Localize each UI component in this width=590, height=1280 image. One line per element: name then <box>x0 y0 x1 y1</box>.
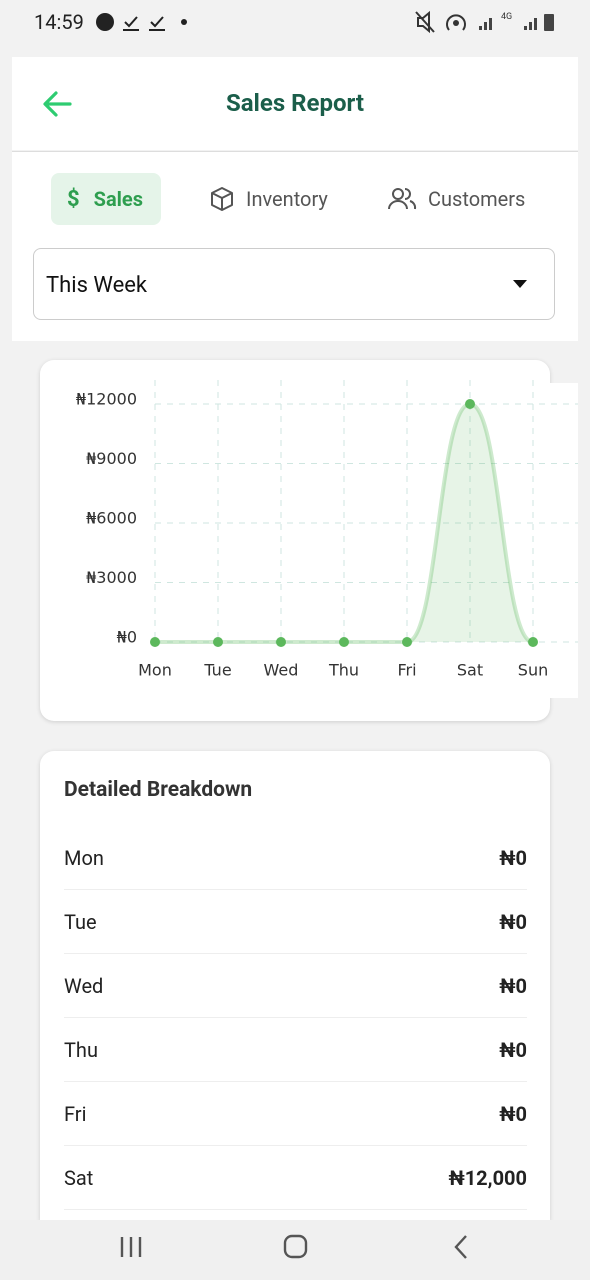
breakdown-card: Detailed Breakdown Mon ₦0 Tue ₦0 Wed ₦0 Thu ₦0 F… <box>40 751 550 1221</box>
row-day: Fri <box>64 1101 87 1126</box>
y-tick-label: ₦9000 <box>86 449 137 468</box>
filter-panel: $ Sales Inventory Customers This Week <box>12 151 578 341</box>
tab-customers[interactable]: Customers <box>386 173 546 225</box>
period-value: This Week <box>46 273 148 298</box>
breakdown-row: Mon ₦0 <box>64 826 527 890</box>
row-day: Sat <box>64 1165 94 1190</box>
y-tick-label: ₦6000 <box>86 509 137 528</box>
y-tick-label: ₦3000 <box>86 568 137 587</box>
tab-label: Inventory <box>246 187 328 211</box>
status-icons <box>96 13 187 31</box>
breakdown-row: Sat ₦12,000 <box>64 1146 527 1210</box>
x-tick-label: Fri <box>397 661 416 680</box>
breakdown-title: Detailed Breakdown <box>64 778 253 802</box>
app-bar: Sales Report <box>12 57 578 150</box>
point <box>465 399 475 409</box>
clock: 14:59 <box>34 10 84 34</box>
breakdown-row: Tue ₦0 <box>64 890 527 954</box>
box-icon <box>211 187 233 211</box>
row-amount: ₦0 <box>499 1101 527 1126</box>
back-button[interactable] <box>42 89 74 119</box>
row-day: Mon <box>64 845 104 870</box>
row-day: Thu <box>64 1037 98 1062</box>
chart: Mon Tue Wed Thu Fri Sat Sun ₦0 ₦3000 ₦6000 ₦9000 ₦1… <box>76 380 578 698</box>
people-icon <box>388 188 417 210</box>
point <box>528 637 538 647</box>
back-nav[interactable] <box>454 1235 467 1259</box>
y-tick-label: ₦12000 <box>76 390 137 409</box>
tab-label: Customers <box>428 187 526 211</box>
row-amount: ₦0 <box>499 845 527 870</box>
nav-bar <box>0 1220 590 1280</box>
status-bar: 14:59 4G <box>0 0 590 44</box>
tab-sales[interactable]: $ Sales <box>51 173 161 225</box>
x-tick-label: Mon <box>138 661 172 680</box>
row-amount: ₦12,000 <box>448 1165 527 1190</box>
tab-inventory[interactable]: Inventory <box>208 173 348 225</box>
recent-apps[interactable] <box>120 1237 142 1257</box>
dropdown-caret <box>513 280 527 288</box>
tab-label: Sales <box>93 187 144 211</box>
chart-overflow <box>550 383 578 698</box>
period-dropdown[interactable]: This Week <box>33 248 555 320</box>
point <box>276 637 286 647</box>
system-icons: 4G <box>415 10 554 34</box>
row-amount: ₦0 <box>499 973 527 998</box>
point <box>213 637 223 647</box>
breakdown-row: Wed ₦0 <box>64 954 527 1018</box>
row-amount: ₦0 <box>499 1037 527 1062</box>
area <box>155 404 533 642</box>
x-tick-label: Thu <box>328 661 359 680</box>
breakdown-row: Thu ₦0 <box>64 1018 527 1082</box>
row-day: Tue <box>64 909 97 934</box>
home-button[interactable] <box>283 1234 308 1259</box>
nav-buttons <box>120 1234 467 1259</box>
point <box>339 637 349 647</box>
point <box>402 637 412 647</box>
x-tick-label: Tue <box>203 661 231 680</box>
x-tick-label: Sun <box>518 661 548 680</box>
row-day: Wed <box>64 973 104 998</box>
row-amount: ₦0 <box>499 909 527 934</box>
x-tick-label: Wed <box>264 661 299 680</box>
chart-card <box>40 360 550 721</box>
svg-text:4G: 4G <box>501 12 512 22</box>
breakdown-row: Fri ₦0 <box>64 1082 527 1146</box>
x-tick-label: Sat <box>457 661 483 680</box>
y-tick-label: ₦0 <box>117 628 137 647</box>
point <box>150 637 160 647</box>
page-title: Sales Report <box>225 89 365 117</box>
